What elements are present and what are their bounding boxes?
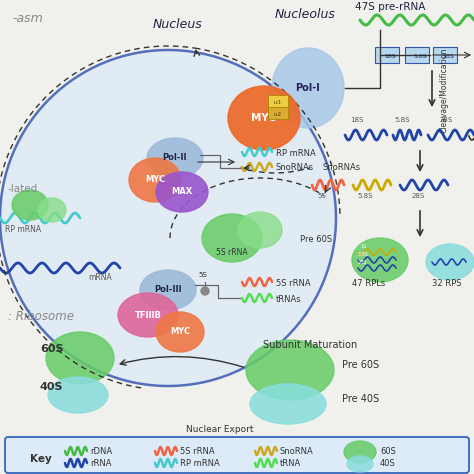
Text: RP mRNA: RP mRNA bbox=[276, 148, 316, 157]
Circle shape bbox=[201, 287, 209, 295]
Text: Pre 40S: Pre 40S bbox=[342, 394, 379, 404]
Text: 5.8S: 5.8S bbox=[413, 54, 427, 58]
Ellipse shape bbox=[250, 384, 326, 424]
Ellipse shape bbox=[352, 238, 408, 282]
Text: 5S: 5S bbox=[318, 193, 327, 199]
Text: SnoRNAs: SnoRNAs bbox=[276, 164, 314, 173]
Text: 60S: 60S bbox=[380, 447, 396, 456]
Ellipse shape bbox=[46, 332, 114, 384]
Text: Subunit Maturation: Subunit Maturation bbox=[263, 340, 357, 350]
Ellipse shape bbox=[426, 244, 474, 280]
Ellipse shape bbox=[38, 198, 66, 222]
Ellipse shape bbox=[156, 172, 208, 212]
Text: tRNAs: tRNAs bbox=[276, 294, 301, 303]
Ellipse shape bbox=[202, 214, 262, 262]
Ellipse shape bbox=[272, 48, 344, 128]
FancyBboxPatch shape bbox=[433, 47, 457, 63]
Text: RP mRNA: RP mRNA bbox=[180, 459, 220, 468]
Text: MYC: MYC bbox=[252, 113, 276, 123]
Text: Pre 60S: Pre 60S bbox=[342, 360, 379, 370]
Text: Nucleolus: Nucleolus bbox=[274, 8, 336, 21]
Circle shape bbox=[0, 50, 336, 386]
Text: 28S: 28S bbox=[411, 193, 425, 199]
Text: 28S: 28S bbox=[442, 54, 454, 58]
Ellipse shape bbox=[48, 377, 108, 413]
Text: 1S: 1S bbox=[360, 244, 366, 249]
Text: MYC: MYC bbox=[170, 328, 190, 337]
Text: mRNA: mRNA bbox=[88, 273, 112, 282]
Ellipse shape bbox=[12, 190, 48, 220]
Text: : Ribosome: : Ribosome bbox=[8, 310, 74, 323]
Text: Nucleus: Nucleus bbox=[153, 18, 203, 31]
Ellipse shape bbox=[140, 270, 196, 310]
Text: Pol-I: Pol-I bbox=[296, 83, 320, 93]
Text: Pol-III: Pol-III bbox=[154, 285, 182, 294]
Text: 18S: 18S bbox=[384, 54, 396, 58]
Text: Pol-II: Pol-II bbox=[163, 154, 187, 163]
Ellipse shape bbox=[344, 441, 376, 463]
Text: Key: Key bbox=[30, 454, 52, 464]
Ellipse shape bbox=[347, 456, 373, 472]
Text: u-2: u-2 bbox=[274, 111, 282, 117]
Text: 28S: 28S bbox=[440, 117, 453, 123]
Ellipse shape bbox=[228, 86, 300, 150]
Text: u-1: u-1 bbox=[274, 100, 282, 104]
Text: 5S rRNA: 5S rRNA bbox=[180, 447, 215, 456]
Ellipse shape bbox=[129, 158, 181, 202]
Text: -lated: -lated bbox=[8, 184, 38, 194]
Text: 47 RPLs: 47 RPLs bbox=[352, 279, 385, 288]
Text: Cleavage/Modification: Cleavage/Modification bbox=[440, 47, 449, 133]
Ellipse shape bbox=[147, 138, 203, 178]
Text: 5.8S: 5.8S bbox=[394, 117, 410, 123]
Text: 40S: 40S bbox=[40, 382, 64, 392]
Text: -asm: -asm bbox=[12, 12, 43, 25]
FancyBboxPatch shape bbox=[405, 47, 429, 63]
Text: rDNA: rDNA bbox=[90, 447, 112, 456]
Ellipse shape bbox=[246, 340, 334, 400]
Text: 40S: 40S bbox=[380, 459, 396, 468]
Text: MYC: MYC bbox=[145, 175, 165, 184]
Text: MAX: MAX bbox=[172, 188, 192, 197]
Text: TFIIIB: TFIIIB bbox=[135, 310, 162, 319]
FancyBboxPatch shape bbox=[268, 107, 288, 119]
Ellipse shape bbox=[156, 312, 204, 352]
Text: rRNA: rRNA bbox=[90, 459, 111, 468]
Text: RP mRNA: RP mRNA bbox=[5, 225, 41, 234]
Text: 60S: 60S bbox=[40, 344, 64, 354]
Text: 5S rRNA: 5S rRNA bbox=[276, 279, 310, 288]
Text: tRNA: tRNA bbox=[280, 459, 301, 468]
Text: 5.8S: 5.8S bbox=[357, 193, 373, 199]
FancyBboxPatch shape bbox=[5, 437, 469, 473]
Text: 5.8S: 5.8S bbox=[358, 252, 369, 257]
Text: SnoRNAs: SnoRNAs bbox=[323, 163, 361, 172]
Text: 5S rRNA: 5S rRNA bbox=[216, 247, 248, 256]
Text: Pre 60S: Pre 60S bbox=[300, 235, 332, 244]
Text: 18S: 18S bbox=[350, 117, 364, 123]
Text: 47S pre-rRNA: 47S pre-rRNA bbox=[355, 2, 425, 12]
Text: 28S: 28S bbox=[358, 260, 367, 265]
Text: 5S: 5S bbox=[198, 272, 207, 278]
FancyBboxPatch shape bbox=[268, 95, 288, 107]
Text: 32 RPS: 32 RPS bbox=[432, 279, 462, 288]
Text: SnoRNA: SnoRNA bbox=[280, 447, 314, 456]
FancyBboxPatch shape bbox=[375, 47, 399, 63]
Text: Nuclear Export: Nuclear Export bbox=[186, 425, 254, 434]
Ellipse shape bbox=[238, 212, 282, 248]
Ellipse shape bbox=[118, 293, 178, 337]
